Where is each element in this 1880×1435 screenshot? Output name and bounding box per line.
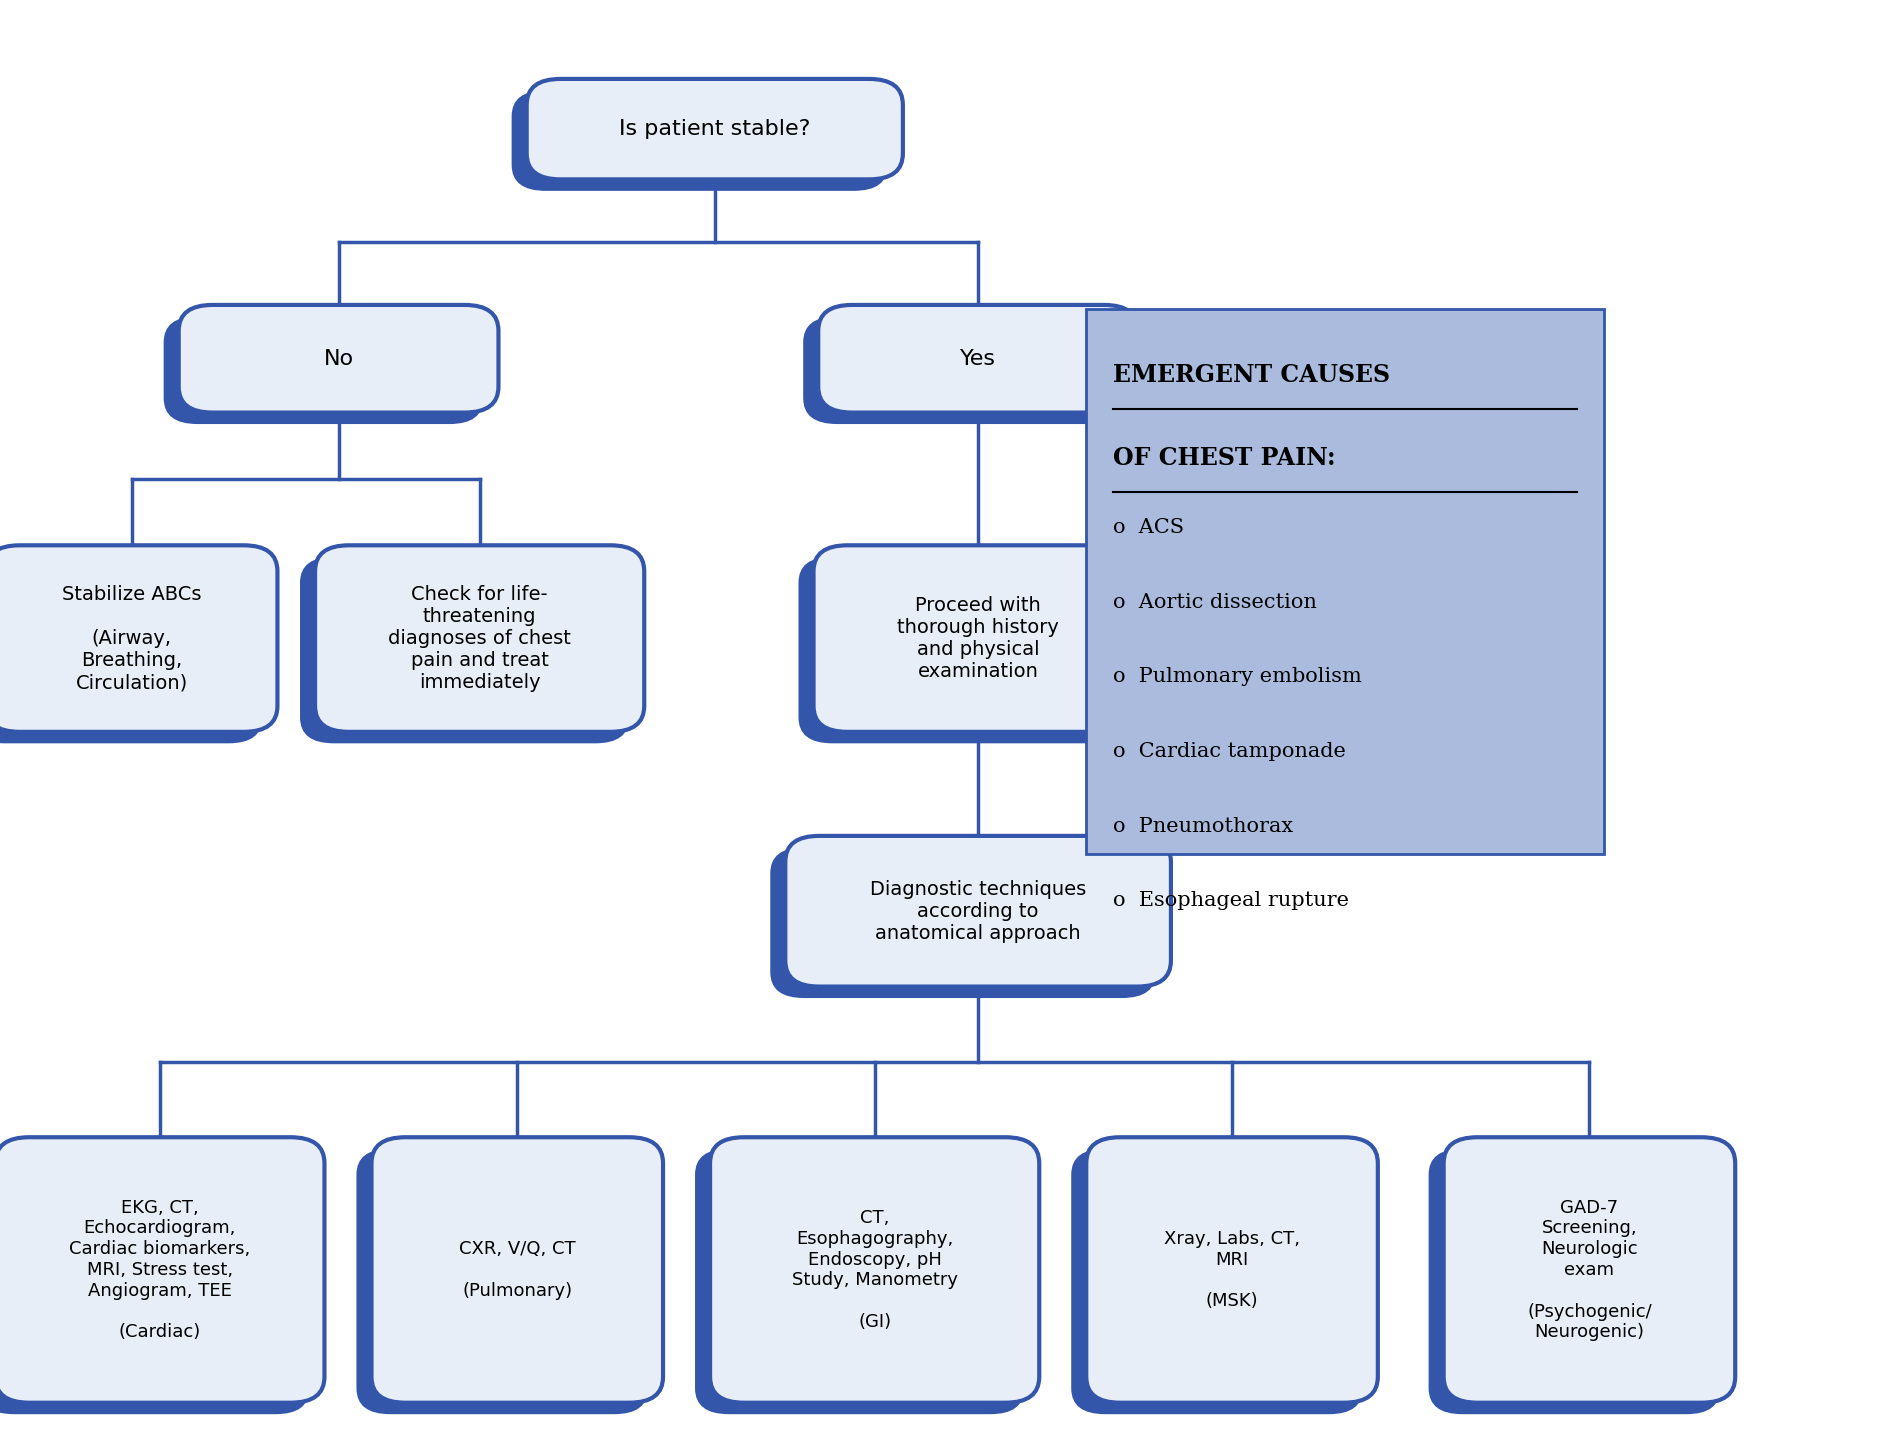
Text: Yes: Yes (959, 349, 996, 369)
Text: o  Pulmonary embolism: o Pulmonary embolism (1111, 667, 1361, 686)
Text: GAD-7
Screening,
Neurologic
exam

(Psychogenic/
Neurogenic): GAD-7 Screening, Neurologic exam (Psycho… (1527, 1198, 1651, 1342)
FancyBboxPatch shape (711, 1137, 1038, 1403)
Text: o  Cardiac tamponade: o Cardiac tamponade (1111, 742, 1344, 761)
FancyBboxPatch shape (1087, 1137, 1376, 1403)
FancyBboxPatch shape (355, 1148, 647, 1415)
FancyBboxPatch shape (771, 847, 1154, 999)
Text: No: No (323, 349, 353, 369)
Text: Xray, Labs, CT,
MRI

(MSK): Xray, Labs, CT, MRI (MSK) (1164, 1230, 1299, 1310)
FancyBboxPatch shape (0, 557, 263, 743)
Text: Is patient stable?: Is patient stable? (619, 119, 810, 139)
FancyBboxPatch shape (0, 1137, 323, 1403)
FancyBboxPatch shape (0, 1148, 308, 1415)
Text: EMERGENT CAUSES: EMERGENT CAUSES (1111, 363, 1389, 387)
Text: Check for life-
threatening
diagnoses of chest
pain and treat
immediately: Check for life- threatening diagnoses of… (387, 585, 572, 692)
Text: o  Pneumothorax: o Pneumothorax (1111, 817, 1292, 835)
FancyBboxPatch shape (1085, 309, 1602, 854)
Text: EKG, CT,
Echocardiogram,
Cardiac biomarkers,
MRI, Stress test,
Angiogram, TEE

(: EKG, CT, Echocardiogram, Cardiac biomark… (70, 1198, 250, 1342)
FancyBboxPatch shape (1444, 1137, 1733, 1403)
FancyBboxPatch shape (526, 79, 902, 179)
Text: o  Esophageal rupture: o Esophageal rupture (1111, 891, 1348, 910)
Text: CT,
Esophagography,
Endoscopy, pH
Study, Manometry

(GI): CT, Esophagography, Endoscopy, pH Study,… (791, 1208, 957, 1332)
FancyBboxPatch shape (164, 317, 483, 425)
FancyBboxPatch shape (301, 557, 628, 743)
FancyBboxPatch shape (797, 557, 1126, 743)
Text: Stabilize ABCs

(Airway,
Breathing,
Circulation): Stabilize ABCs (Airway, Breathing, Circu… (62, 585, 201, 692)
Text: Diagnostic techniques
according to
anatomical approach: Diagnostic techniques according to anato… (870, 880, 1085, 943)
FancyBboxPatch shape (696, 1148, 1023, 1415)
FancyBboxPatch shape (179, 306, 498, 413)
Text: o  ACS: o ACS (1111, 518, 1183, 537)
FancyBboxPatch shape (0, 545, 278, 732)
FancyBboxPatch shape (370, 1137, 664, 1403)
FancyBboxPatch shape (812, 545, 1141, 732)
FancyBboxPatch shape (1429, 1148, 1718, 1415)
FancyBboxPatch shape (1072, 1148, 1361, 1415)
FancyBboxPatch shape (818, 306, 1137, 413)
Text: o  Aortic dissection: o Aortic dissection (1111, 593, 1316, 611)
Text: OF CHEST PAIN:: OF CHEST PAIN: (1111, 446, 1335, 471)
Text: Proceed with
thorough history
and physical
examination: Proceed with thorough history and physic… (897, 596, 1058, 682)
FancyBboxPatch shape (803, 317, 1122, 425)
FancyBboxPatch shape (786, 835, 1169, 987)
FancyBboxPatch shape (511, 90, 887, 191)
Text: CXR, V/Q, CT

(Pulmonary): CXR, V/Q, CT (Pulmonary) (459, 1240, 575, 1300)
FancyBboxPatch shape (316, 545, 643, 732)
